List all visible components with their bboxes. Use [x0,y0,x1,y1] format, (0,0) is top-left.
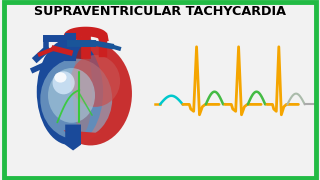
Ellipse shape [40,59,112,139]
Ellipse shape [48,68,95,123]
Ellipse shape [73,47,92,133]
Text: SUPRAVENTRICULAR TACHYCARDIA: SUPRAVENTRICULAR TACHYCARDIA [34,5,286,18]
Ellipse shape [52,71,75,94]
Ellipse shape [49,42,132,145]
Polygon shape [64,130,101,145]
Ellipse shape [54,72,67,83]
Ellipse shape [37,39,103,145]
Ellipse shape [70,55,120,107]
Polygon shape [65,125,81,150]
